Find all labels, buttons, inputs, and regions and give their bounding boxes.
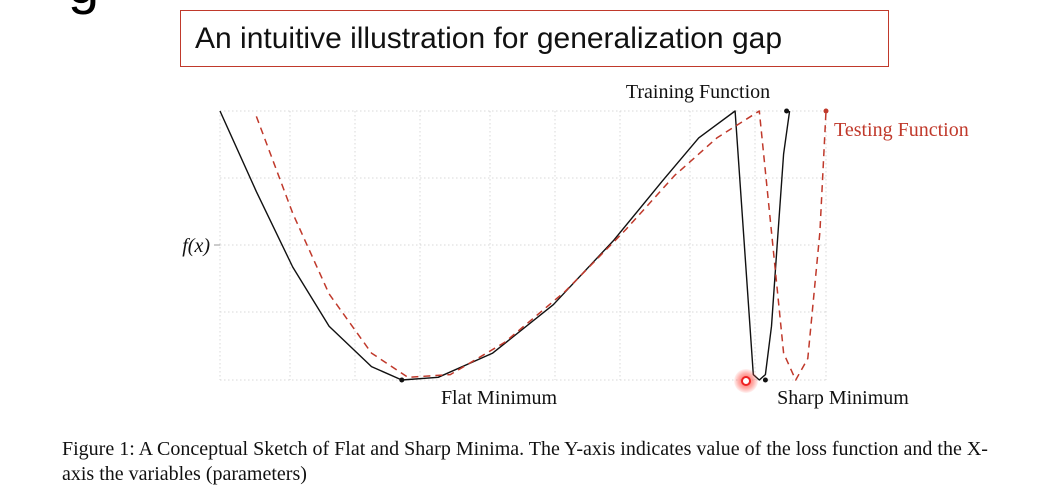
training-function-label: Training Function xyxy=(626,81,770,103)
chart-marker-layer xyxy=(399,108,829,383)
slide-subtitle-text: An intuitive illustration for generaliza… xyxy=(195,21,783,55)
highlight-dot-core xyxy=(741,376,751,386)
flat-minimum-dot xyxy=(399,377,405,383)
training-endpoint-dot xyxy=(784,108,790,114)
sharp-minimum-label: Sharp Minimum xyxy=(777,387,909,409)
sharp-minimum-dot xyxy=(762,377,768,383)
slide-subtitle: An intuitive illustration for generaliza… xyxy=(180,10,889,67)
y-axis-label: f(x) xyxy=(182,235,210,257)
chart-series-layer xyxy=(219,110,827,381)
slide-title-fragment: g xyxy=(68,0,99,12)
figure-caption: Figure 1: A Conceptual Sketch of Flat an… xyxy=(62,438,988,485)
testing-endpoint-dot xyxy=(823,108,829,114)
chart-grid xyxy=(214,110,827,381)
training-function-curve xyxy=(219,110,791,381)
flat-minimum-label: Flat Minimum xyxy=(441,387,558,409)
chart-label-layer: f(x) Training Function Testing Function Fla… xyxy=(182,81,968,409)
testing-function-label: Testing Function xyxy=(834,119,969,141)
testing-function-curve xyxy=(255,110,827,381)
loss-landscape-chart: f(x) Training Function Testing Function Fla… xyxy=(182,81,968,409)
